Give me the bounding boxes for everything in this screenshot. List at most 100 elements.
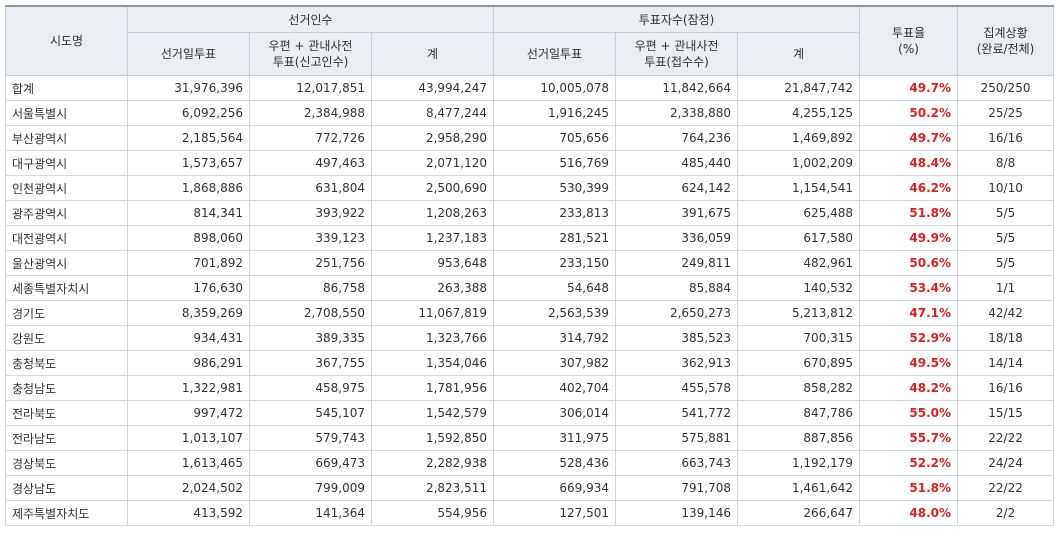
value-cell: 55.0%: [859, 400, 959, 426]
value-cell: 934,431: [127, 325, 250, 351]
value-cell: 22/22: [957, 425, 1055, 451]
value-cell: 49.7%: [859, 75, 959, 101]
table-row: 충청남도 1,322,981 458,975 1,781,956 402,704 455,…: [5, 375, 1055, 401]
value-cell: 458,975: [249, 375, 372, 401]
region-cell: 경상북도: [5, 450, 128, 476]
region-cell: 충청북도: [5, 350, 128, 376]
value-cell: 485,440: [615, 150, 739, 176]
value-cell: 4,255,125: [737, 100, 861, 126]
value-cell: 85,884: [615, 275, 739, 301]
value-cell: 51.8%: [859, 200, 959, 226]
region-cell: 제주특별자치도: [5, 500, 128, 526]
value-cell: 11,842,664: [615, 75, 739, 101]
value-cell: 2,708,550: [249, 300, 372, 326]
value-cell: 127,501: [493, 500, 617, 526]
value-cell: 1,002,209: [737, 150, 861, 176]
region-cell: 부산광역시: [5, 125, 128, 151]
value-cell: 8,359,269: [127, 300, 250, 326]
value-cell: 5/5: [957, 225, 1055, 251]
value-cell: 413,592: [127, 500, 250, 526]
value-cell: 52.2%: [859, 450, 959, 476]
value-cell: 15/15: [957, 400, 1055, 426]
value-cell: 54,648: [493, 275, 617, 301]
value-cell: 16/16: [957, 375, 1055, 401]
value-cell: 8/8: [957, 150, 1055, 176]
value-cell: 1,322,981: [127, 375, 250, 401]
value-cell: 314,792: [493, 325, 617, 351]
value-cell: 53.4%: [859, 275, 959, 301]
value-cell: 1,323,766: [370, 325, 495, 351]
value-cell: 22/22: [957, 475, 1055, 501]
value-cell: 263,388: [370, 275, 495, 301]
value-cell: 1,192,179: [737, 450, 861, 476]
value-cell: 176,630: [127, 275, 250, 301]
value-cell: 49.5%: [859, 350, 959, 376]
value-cell: 1/1: [957, 275, 1055, 301]
region-cell: 충청남도: [5, 375, 128, 401]
group-header: 선거인수: [126, 5, 495, 33]
region-cell: 경상남도: [5, 475, 128, 501]
value-cell: 49.7%: [859, 125, 959, 151]
value-cell: 402,704: [493, 375, 617, 401]
value-cell: 339,123: [249, 225, 372, 251]
table-row: 전라남도 1,013,107 579,743 1,592,850 311,975 575,…: [5, 425, 1055, 451]
value-cell: 1,592,850: [370, 425, 495, 451]
value-cell: 21,847,742: [737, 75, 861, 101]
header-row: 선거일투표 우편 + 관내사전 투표(신고인수) 계 선거일투표 우편 + 관내사전 투…: [6, 32, 1054, 76]
value-cell: 669,934: [493, 475, 617, 501]
table-row: 대전광역시 898,060 339,123 1,237,183 281,521 336,0…: [5, 225, 1055, 251]
value-cell: 887,856: [737, 425, 861, 451]
value-cell: 31,976,396: [127, 75, 250, 101]
value-cell: 14/14: [957, 350, 1055, 376]
value-cell: 2,563,539: [493, 300, 617, 326]
value-cell: 1,154,541: [737, 175, 861, 201]
header-cell: 우편 + 관내사전 투표(접수수): [615, 32, 739, 76]
value-cell: 2,958,290: [370, 125, 495, 151]
value-cell: 48.2%: [859, 375, 959, 401]
value-cell: 497,463: [249, 150, 372, 176]
table-row: 울산광역시 701,892 251,756 953,648 233,150 249,811…: [5, 250, 1055, 276]
table-row: 부산광역시 2,185,564 772,726 2,958,290 705,656 764…: [5, 125, 1055, 151]
value-cell: 141,364: [249, 500, 372, 526]
table-row: 경상남도 2,024,502 799,009 2,823,511 669,934 791,…: [5, 475, 1055, 501]
value-cell: 575,881: [615, 425, 739, 451]
value-cell: 48.4%: [859, 150, 959, 176]
value-cell: 700,315: [737, 325, 861, 351]
header-cell: 투표율 (%): [859, 5, 959, 76]
table-row: 세종특별자치시 176,630 86,758 263,388 54,648 85,884 1…: [5, 275, 1055, 301]
table-row: 서울특별시 6,092,256 2,384,988 8,477,244 1,916,24…: [5, 100, 1055, 126]
value-cell: 5/5: [957, 250, 1055, 276]
value-cell: 393,922: [249, 200, 372, 226]
region-cell: 대전광역시: [5, 225, 128, 251]
value-cell: 799,009: [249, 475, 372, 501]
value-cell: 986,291: [127, 350, 250, 376]
value-cell: 701,892: [127, 250, 250, 276]
table-row: 인천광역시 1,868,886 631,804 2,500,690 530,399 624…: [5, 175, 1055, 201]
value-cell: 997,472: [127, 400, 250, 426]
value-cell: 545,107: [249, 400, 372, 426]
turnout-table: 시도명 선거인수 투표자수(잠정) 투표율 (%) 집계상황 (완료/전체) 선거일투표…: [5, 5, 1055, 526]
value-cell: 251,756: [249, 250, 372, 276]
region-cell: 인천광역시: [5, 175, 128, 201]
value-cell: 5,213,812: [737, 300, 861, 326]
value-cell: 1,354,046: [370, 350, 495, 376]
value-cell: 772,726: [249, 125, 372, 151]
value-cell: 139,146: [615, 500, 739, 526]
value-cell: 1,208,263: [370, 200, 495, 226]
value-cell: 391,675: [615, 200, 739, 226]
header-row: 시도명 선거인수 투표자수(잠정) 투표율 (%) 집계상황 (완료/전체): [5, 5, 1055, 76]
value-cell: 541,772: [615, 400, 739, 426]
header-cell: 시도명: [5, 5, 128, 76]
table-row: 경상북도 1,613,465 669,473 2,282,938 528,436 663,…: [5, 450, 1055, 476]
value-cell: 1,573,657: [127, 150, 250, 176]
value-cell: 898,060: [127, 225, 250, 251]
region-cell: 전라북도: [5, 400, 128, 426]
table-row: 충청북도 986,291 367,755 1,354,046 307,982 362,91…: [5, 350, 1055, 376]
header-cell: 계: [370, 32, 495, 76]
header-cell: 선거일투표: [493, 32, 617, 76]
value-cell: 42/42: [957, 300, 1055, 326]
value-cell: 625,488: [737, 200, 861, 226]
value-cell: 16/16: [957, 125, 1055, 151]
table-row: 경기도 8,359,269 2,708,550 11,067,819 2,563,539…: [5, 300, 1055, 326]
